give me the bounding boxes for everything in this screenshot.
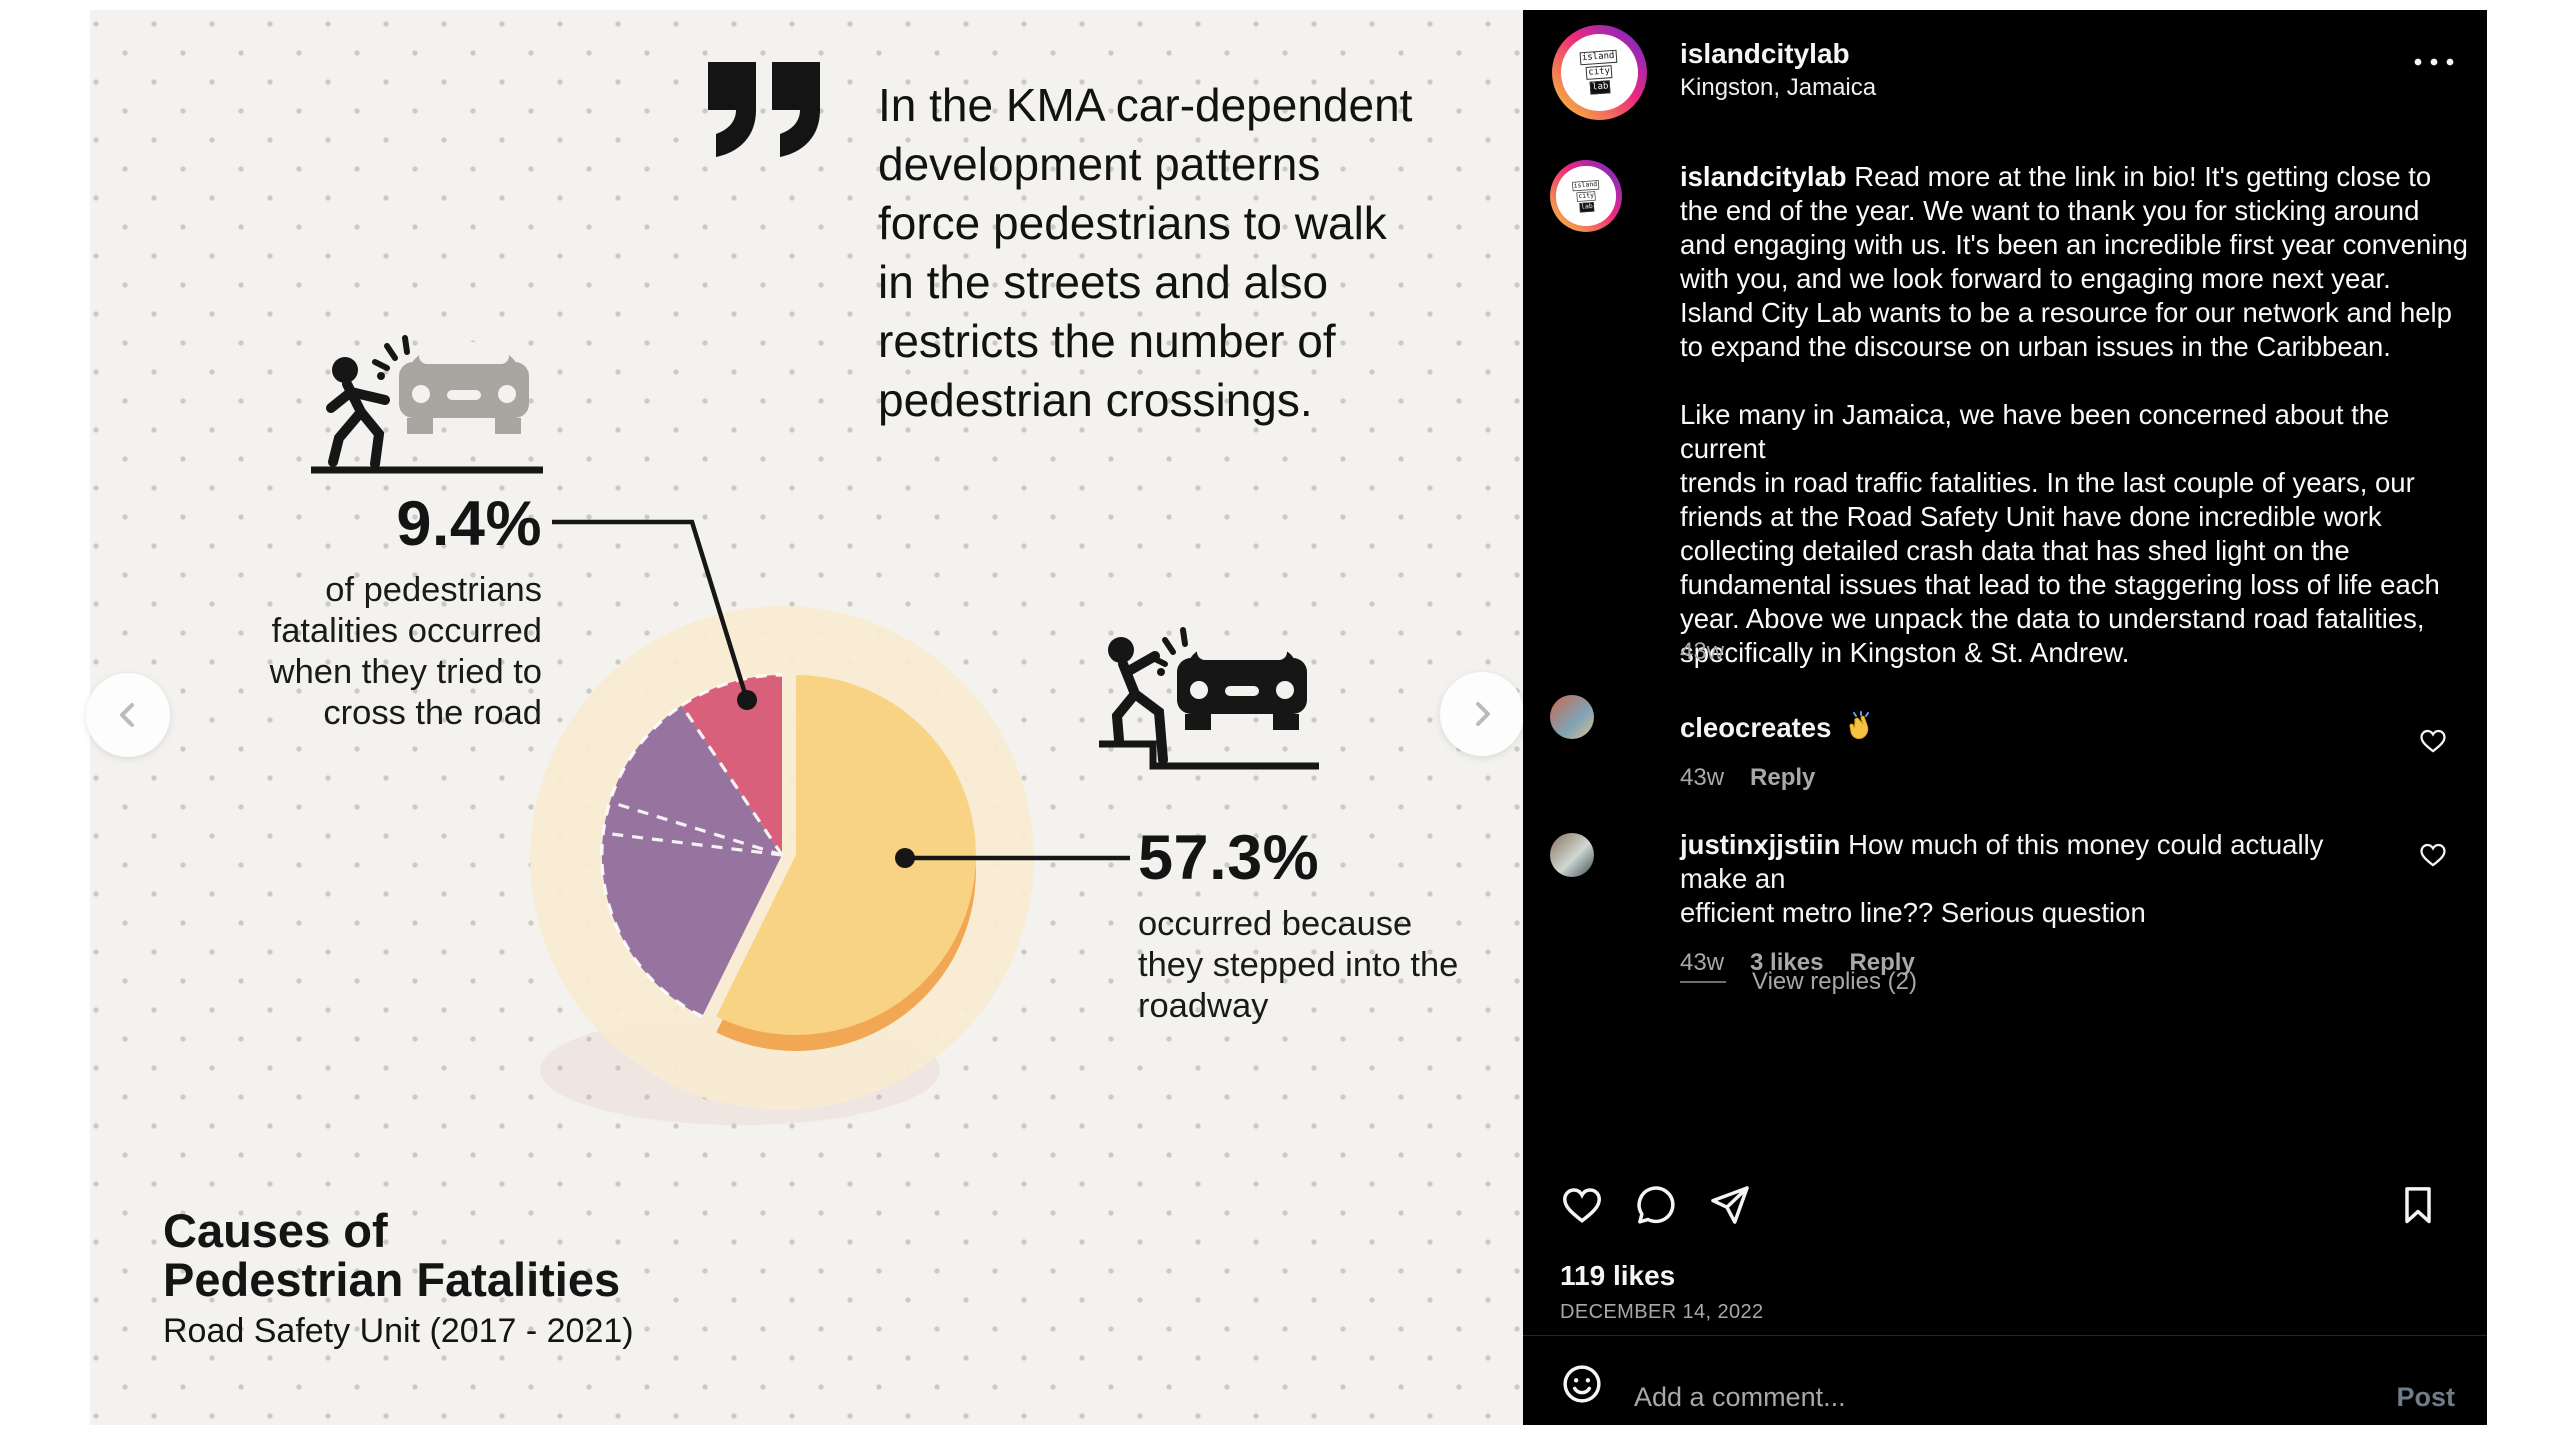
post-date: DECEMBER 14, 2022 — [1560, 1301, 1764, 1323]
likes-count[interactable]: 119 likes — [1560, 1260, 1676, 1291]
action-bar — [1560, 1183, 1752, 1227]
view-replies-row[interactable]: View replies (2) — [1680, 968, 1917, 996]
caption-paragraph-1: Read more at the link in bio! It's getti… — [1680, 161, 2468, 362]
stat-stepped-roadway-value: 57.3% — [1138, 823, 1320, 893]
pedestrian-crossing-icon — [311, 335, 543, 474]
post-caption: islandcitylab Read more at the link in b… — [1680, 160, 2480, 670]
username[interactable]: islandcitylab — [1680, 38, 1850, 69]
pie-slice-other — [601, 705, 782, 1017]
logo-row: lab — [1579, 201, 1595, 212]
comment: justinxjjstiin How much of this money co… — [1680, 828, 2390, 980]
comment-reply-button[interactable]: Reply — [1750, 764, 1816, 791]
post-image-infographic: In the KMA car-dependent development pat… — [86, 10, 1524, 1425]
profile-avatar[interactable]: island city lab — [1552, 25, 1647, 120]
comment-likes-count[interactable]: 3 likes — [1750, 949, 1824, 976]
post-button[interactable]: Post — [2396, 1382, 2455, 1412]
pie-slice-stepped-roadway — [716, 675, 976, 1035]
comment-reply-button[interactable]: Reply — [1849, 949, 1915, 976]
comment-input[interactable]: Add a comment... — [1634, 1382, 1846, 1412]
comment-time: 43w — [1680, 949, 1725, 976]
islandcitylab-logo: island city lab — [1579, 49, 1619, 95]
view-replies-label[interactable]: View replies (2) — [1752, 968, 1917, 995]
stat-stepped-roadway-label: occurred because they stepped into the r… — [1138, 905, 1459, 1025]
chevron-left-icon — [120, 703, 134, 727]
title-line-1: Causes of — [163, 1204, 388, 1257]
comment-meta: 43w Reply — [1680, 761, 2390, 795]
islandcitylab-logo: island city lab — [1571, 179, 1600, 213]
commenter-avatar[interactable] — [1550, 695, 1594, 739]
pie-slice-cross-road — [681, 675, 782, 855]
comment: cleocreates 43w Reply — [1680, 711, 2390, 795]
logo-row: island — [1579, 49, 1618, 66]
pedestrian-stepping-icon — [1099, 627, 1319, 770]
like-button[interactable] — [1560, 1183, 1604, 1227]
location[interactable]: Kingston, Jamaica — [1680, 74, 1877, 101]
caption-avatar[interactable]: island city lab — [1550, 160, 1622, 232]
clap-emoji — [1849, 711, 1869, 740]
divider — [1523, 1335, 2487, 1336]
logo-row: lab — [1589, 80, 1612, 95]
quote-text: In the KMA car-dependent development pat… — [878, 79, 1413, 426]
stat-cross-road: 9.4% of pedestrians fatalities occurred … — [248, 488, 542, 734]
logo-row: city — [1586, 65, 1613, 80]
comment-username[interactable]: justinxjjstiin — [1680, 829, 1841, 860]
replies-rule — [1680, 981, 1726, 983]
share-button[interactable] — [1708, 1183, 1752, 1227]
logo-row: island — [1571, 179, 1599, 191]
pie-chart — [530, 519, 1130, 1125]
comment-text: How much of this money could actually ma… — [1680, 829, 2324, 928]
stat-cross-road-value: 9.4% — [396, 489, 542, 559]
quote-icon — [708, 62, 820, 157]
post-header: islandcitylab Kingston, Jamaica — [1680, 37, 1876, 103]
infographic-title: Causes of Pedestrian Fatalities Road Saf… — [163, 1206, 634, 1350]
commenter-avatar[interactable] — [1550, 833, 1594, 877]
three-dots-icon — [2414, 58, 2454, 66]
comment-button[interactable] — [1634, 1183, 1678, 1227]
logo-row: city — [1576, 190, 1596, 202]
instagram-post-panel: island city lab islandcitylab Kingston, … — [1523, 10, 2487, 1425]
save-button[interactable] — [2396, 1183, 2440, 1227]
title-line-2: Pedestrian Fatalities — [163, 1253, 621, 1306]
chevron-right-icon — [1476, 702, 1490, 726]
comment-username[interactable]: cleocreates — [1680, 712, 1832, 743]
comment-meta: 43w 3 likes Reply — [1680, 946, 2390, 980]
caption-timestamp: 43w — [1680, 638, 1725, 665]
carousel-next-button[interactable] — [1440, 672, 1524, 756]
comment-like-button[interactable] — [2418, 726, 2448, 756]
emoji-button[interactable] — [1560, 1362, 1604, 1406]
infographic-subtitle: Road Safety Unit (2017 - 2021) — [163, 1312, 634, 1350]
comment-time: 43w — [1680, 764, 1725, 791]
stat-stepped-roadway: 57.3% occurred because they stepped into… — [1138, 822, 1498, 1027]
stat-cross-road-label: of pedestrians fatalities occurred when … — [269, 571, 542, 732]
more-options-button[interactable] — [2406, 42, 2462, 82]
comment-like-button[interactable] — [2418, 840, 2448, 870]
caption-username[interactable]: islandcitylab — [1680, 161, 1847, 192]
carousel-prev-button[interactable] — [86, 673, 170, 757]
caption-paragraph-2: Like many in Jamaica, we have been conce… — [1680, 399, 2440, 668]
